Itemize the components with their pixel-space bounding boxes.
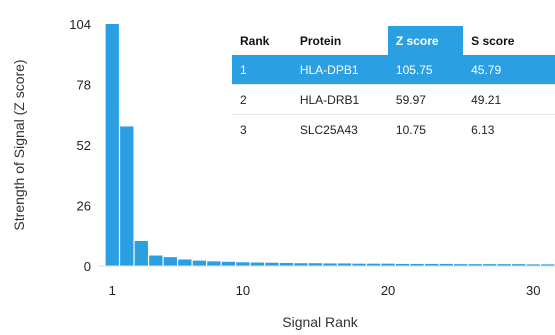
y-tick-label: 0 [84,259,91,274]
header-s-score: S score [463,26,555,55]
cell-z-score: 59.97 [387,84,464,115]
x-tick-label: 10 [236,283,250,298]
bar-rank-7 [192,260,207,266]
bar-rank-16 [323,263,337,266]
bar-rank-1 [105,24,119,266]
bar-rank-6 [178,259,192,266]
x-axis-title: Signal Rank [282,314,358,330]
bar-rank-19 [366,263,381,266]
bar-rank-25 [453,264,468,266]
table-row: 3 SLC25A43 10.75 6.13 [232,114,555,144]
bar-rank-3 [134,240,148,266]
table-header-row: Rank Protein Z score S score [232,26,555,55]
cell-rank: 2 [232,84,292,115]
bar-rank-29 [512,264,526,266]
cell-s-score: 6.13 [463,114,555,144]
bar-rank-21 [395,263,410,266]
bar-rank-2 [120,126,134,266]
bar-rank-15 [308,263,323,266]
cell-protein: HLA-DPB1 [291,55,388,85]
x-tick-labels: 1 10 20 30 [109,283,541,298]
bar-rank-8 [207,261,221,266]
top-hits-table: Rank Protein Z score S score 1 HLA-DPB1 … [232,26,555,144]
bar-rank-24 [439,263,453,266]
y-tick-label: 52 [77,138,91,153]
header-rank: Rank [232,26,292,55]
y-axis-title: Strength of Signal (Z score) [11,59,27,230]
bar-rank-22 [410,263,424,266]
bar-rank-28 [497,264,511,266]
bar-rank-18 [352,263,366,266]
bar-rank-13 [279,262,294,266]
bar-rank-27 [483,264,497,266]
bar-rank-30 [526,264,540,266]
bar-rank-26 [468,264,482,266]
y-tick-label: 26 [77,199,91,214]
cell-protein: SLC25A43 [291,114,388,144]
table-row: 2 HLA-DRB1 59.97 49.21 [232,84,555,115]
x-tick-label: 20 [381,283,395,298]
cell-z-score: 105.75 [387,55,464,85]
bar-rank-23 [424,263,439,266]
cell-z-score: 10.75 [387,114,464,144]
bar-rank-14 [294,263,308,266]
top-hits-table-container: Rank Protein Z score S score 1 HLA-DPB1 … [232,26,555,144]
header-protein: Protein [291,26,388,55]
bar-rank-4 [149,255,163,266]
y-tick-labels: 0 26 52 78 104 [69,17,91,274]
bar-rank-20 [381,263,395,266]
x-tick-label: 30 [526,283,540,298]
bar-rank-31 [541,264,555,266]
cell-s-score: 49.21 [463,84,555,115]
cell-rank: 1 [232,55,292,85]
bar-rank-12 [265,262,279,266]
bar-rank-10 [236,262,250,266]
y-tick-label: 104 [69,17,91,32]
header-z-score: Z score [387,26,464,55]
cell-s-score: 45.79 [463,55,555,85]
y-tick-label: 78 [77,78,91,93]
x-tick-label: 1 [109,283,116,298]
cell-rank: 3 [232,114,292,144]
bar-rank-11 [250,262,265,266]
bar-rank-5 [163,257,177,266]
bar-rank-9 [221,261,236,266]
cell-protein: HLA-DRB1 [291,84,388,115]
table-row: 1 HLA-DPB1 105.75 45.79 [232,55,555,85]
bar-rank-17 [337,263,352,266]
bars-group [105,24,555,266]
